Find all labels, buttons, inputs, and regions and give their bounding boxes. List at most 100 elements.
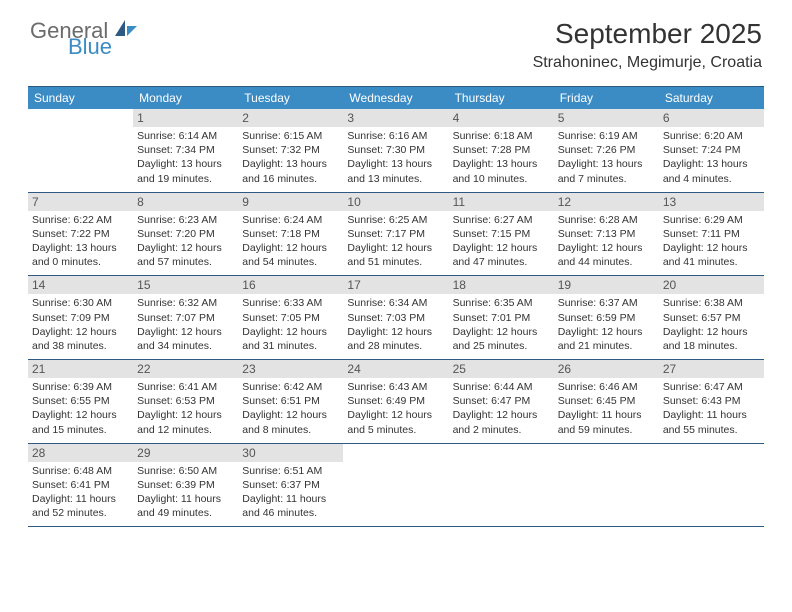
week-row: 28 Sunrise: 6:48 AMSunset: 6:41 PMDayligh… [28, 444, 764, 528]
day-number: 14 [28, 276, 133, 294]
day-cell [343, 444, 448, 527]
header: General Blue September 2025 Strahoninec,… [0, 0, 792, 80]
day-number: 7 [28, 193, 133, 211]
day-number: 16 [238, 276, 343, 294]
day-number: 3 [343, 109, 448, 127]
day-info: Sunrise: 6:32 AMSunset: 7:07 PMDaylight:… [137, 296, 234, 353]
week-row: 21Sunrise: 6:39 AMSunset: 6:55 PMDayligh… [28, 360, 764, 444]
day-cell: 12Sunrise: 6:28 AMSunset: 7:13 PMDayligh… [554, 193, 659, 276]
day-info: Sunrise: 6:33 AMSunset: 7:05 PMDaylight:… [242, 296, 339, 353]
day-info: Sunrise: 6:41 AMSunset: 6:53 PMDaylight:… [137, 380, 234, 437]
day-number: 4 [449, 109, 554, 127]
day-cell: 15 Sunrise: 6:32 AMSunset: 7:07 PMDayligh… [133, 276, 238, 359]
day-cell [659, 444, 764, 527]
day-cell: 29Sunrise: 6:50 AMSunset: 6:39 PMDayligh… [133, 444, 238, 527]
day-info: Sunrise: 6:14 AMSunset: 7:34 PMDaylight:… [137, 129, 234, 186]
week-row: 1 Sunrise: 6:14 AMSunset: 7:34 PMDaylight… [28, 109, 764, 193]
dow-cell: Monday [133, 87, 238, 109]
day-info: Sunrise: 6:30 AMSunset: 7:09 PMDaylight:… [32, 296, 129, 353]
day-cell: 1 Sunrise: 6:14 AMSunset: 7:34 PMDaylight… [133, 109, 238, 192]
day-number: 18 [449, 276, 554, 294]
day-number: 5 [554, 109, 659, 127]
day-number: 24 [343, 360, 448, 378]
day-info: Sunrise: 6:27 AMSunset: 7:15 PMDaylight:… [453, 213, 550, 270]
day-info: Sunrise: 6:44 AMSunset: 6:47 PMDaylight:… [453, 380, 550, 437]
logo-text-blue: Blue [68, 36, 139, 58]
day-cell: 3 Sunrise: 6:16 AMSunset: 7:30 PMDaylight… [343, 109, 448, 192]
dow-cell: Tuesday [238, 87, 343, 109]
week-row: 7Sunrise: 6:22 AMSunset: 7:22 PMDaylight… [28, 193, 764, 277]
title-block: September 2025 Strahoninec, Megimurje, C… [533, 18, 762, 72]
day-cell: 16 Sunrise: 6:33 AMSunset: 7:05 PMDayligh… [238, 276, 343, 359]
day-info: Sunrise: 6:24 AMSunset: 7:18 PMDaylight:… [242, 213, 339, 270]
day-info: Sunrise: 6:16 AMSunset: 7:30 PMDaylight:… [347, 129, 444, 186]
day-info: Sunrise: 6:35 AMSunset: 7:01 PMDaylight:… [453, 296, 550, 353]
dow-row: SundayMondayTuesdayWednesdayThursdayFrid… [28, 87, 764, 109]
day-number: 28 [28, 444, 133, 462]
day-info: Sunrise: 6:48 AMSunset: 6:41 PMDaylight:… [32, 464, 129, 521]
dow-cell: Wednesday [343, 87, 448, 109]
day-info: Sunrise: 6:51 AMSunset: 6:37 PMDaylight:… [242, 464, 339, 521]
day-cell [449, 444, 554, 527]
day-cell: 22 Sunrise: 6:41 AMSunset: 6:53 PMDayligh… [133, 360, 238, 443]
day-cell: 28 Sunrise: 6:48 AMSunset: 6:41 PMDayligh… [28, 444, 133, 527]
location: Strahoninec, Megimurje, Croatia [533, 54, 762, 72]
day-number: 6 [659, 109, 764, 127]
day-number: 15 [133, 276, 238, 294]
logo-text: General Blue [30, 18, 139, 58]
day-info: Sunrise: 6:42 AMSunset: 6:51 PMDaylight:… [242, 380, 339, 437]
month-title: September 2025 [533, 18, 762, 50]
day-cell: 10Sunrise: 6:25 AMSunset: 7:17 PMDayligh… [343, 193, 448, 276]
logo: General Blue [30, 18, 139, 58]
day-cell: 11 Sunrise: 6:27 AMSunset: 7:15 PMDayligh… [449, 193, 554, 276]
day-cell: 5 Sunrise: 6:19 AMSunset: 7:26 PMDaylight… [554, 109, 659, 192]
day-cell: 7Sunrise: 6:22 AMSunset: 7:22 PMDaylight… [28, 193, 133, 276]
day-number: 9 [238, 193, 343, 211]
day-cell: 30Sunrise: 6:51 AMSunset: 6:37 PMDayligh… [238, 444, 343, 527]
day-info: Sunrise: 6:34 AMSunset: 7:03 PMDaylight:… [347, 296, 444, 353]
day-number: 8 [133, 193, 238, 211]
day-number: 17 [343, 276, 448, 294]
day-cell: 9 Sunrise: 6:24 AMSunset: 7:18 PMDaylight… [238, 193, 343, 276]
day-number: 11 [449, 193, 554, 211]
day-info: Sunrise: 6:18 AMSunset: 7:28 PMDaylight:… [453, 129, 550, 186]
day-number: 13 [659, 193, 764, 211]
day-cell: 14 Sunrise: 6:30 AMSunset: 7:09 PMDayligh… [28, 276, 133, 359]
day-number: 1 [133, 109, 238, 127]
day-cell: 24Sunrise: 6:43 AMSunset: 6:49 PMDayligh… [343, 360, 448, 443]
day-cell: 8 Sunrise: 6:23 AMSunset: 7:20 PMDaylight… [133, 193, 238, 276]
day-info: Sunrise: 6:15 AMSunset: 7:32 PMDaylight:… [242, 129, 339, 186]
day-info: Sunrise: 6:47 AMSunset: 6:43 PMDaylight:… [663, 380, 760, 437]
day-cell: 20Sunrise: 6:38 AMSunset: 6:57 PMDayligh… [659, 276, 764, 359]
day-cell: 21Sunrise: 6:39 AMSunset: 6:55 PMDayligh… [28, 360, 133, 443]
day-cell: 27Sunrise: 6:47 AMSunset: 6:43 PMDayligh… [659, 360, 764, 443]
weeks-container: 1 Sunrise: 6:14 AMSunset: 7:34 PMDaylight… [28, 109, 764, 527]
day-number: 25 [449, 360, 554, 378]
day-cell: 17 Sunrise: 6:34 AMSunset: 7:03 PMDayligh… [343, 276, 448, 359]
calendar: SundayMondayTuesdayWednesdayThursdayFrid… [28, 86, 764, 527]
day-cell: 13 Sunrise: 6:29 AMSunset: 7:11 PMDayligh… [659, 193, 764, 276]
day-info: Sunrise: 6:50 AMSunset: 6:39 PMDaylight:… [137, 464, 234, 521]
day-cell: 26Sunrise: 6:46 AMSunset: 6:45 PMDayligh… [554, 360, 659, 443]
dow-cell: Sunday [28, 87, 133, 109]
day-number: 21 [28, 360, 133, 378]
day-number: 20 [659, 276, 764, 294]
day-cell: 23 Sunrise: 6:42 AMSunset: 6:51 PMDayligh… [238, 360, 343, 443]
week-row: 14 Sunrise: 6:30 AMSunset: 7:09 PMDayligh… [28, 276, 764, 360]
day-cell: 6Sunrise: 6:20 AMSunset: 7:24 PMDaylight… [659, 109, 764, 192]
day-number: 22 [133, 360, 238, 378]
day-cell [554, 444, 659, 527]
day-cell [28, 109, 133, 192]
day-number: 23 [238, 360, 343, 378]
day-number: 19 [554, 276, 659, 294]
day-info: Sunrise: 6:19 AMSunset: 7:26 PMDaylight:… [558, 129, 655, 186]
dow-cell: Thursday [449, 87, 554, 109]
day-number: 26 [554, 360, 659, 378]
day-info: Sunrise: 6:23 AMSunset: 7:20 PMDaylight:… [137, 213, 234, 270]
day-number: 12 [554, 193, 659, 211]
day-info: Sunrise: 6:29 AMSunset: 7:11 PMDaylight:… [663, 213, 760, 270]
day-cell: 18 Sunrise: 6:35 AMSunset: 7:01 PMDayligh… [449, 276, 554, 359]
day-info: Sunrise: 6:37 AMSunset: 6:59 PMDaylight:… [558, 296, 655, 353]
day-cell: 25 Sunrise: 6:44 AMSunset: 6:47 PMDayligh… [449, 360, 554, 443]
day-cell: 19 Sunrise: 6:37 AMSunset: 6:59 PMDayligh… [554, 276, 659, 359]
